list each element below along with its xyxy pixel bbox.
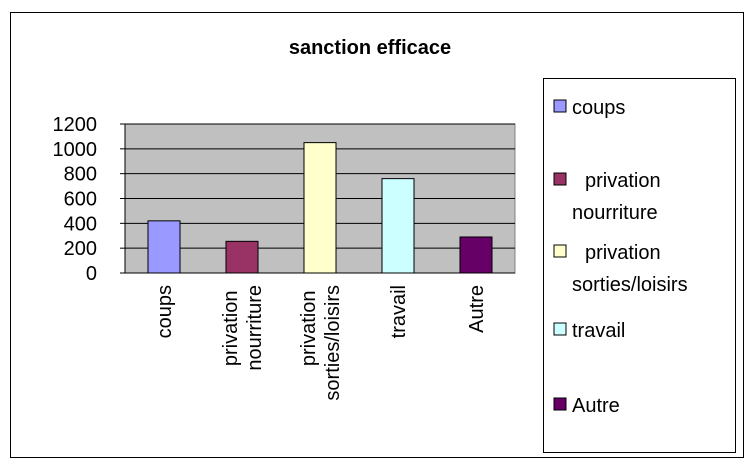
legend-label: privation sorties/loisirs bbox=[572, 242, 688, 296]
x-tick-label: coups bbox=[154, 285, 176, 338]
legend-swatch bbox=[553, 244, 567, 258]
x-tick-label: travail bbox=[388, 285, 410, 338]
y-tick-label: 200 bbox=[64, 238, 97, 260]
legend-label: travail bbox=[572, 320, 625, 342]
y-tick-label: 1200 bbox=[53, 114, 98, 136]
legend-label: coups bbox=[572, 97, 625, 119]
bar bbox=[459, 236, 493, 274]
x-tick-label: privation nourriture bbox=[220, 285, 266, 371]
y-tick-label: 0 bbox=[86, 263, 97, 285]
y-tick-label: 800 bbox=[64, 164, 97, 186]
chart-title: sanction efficace bbox=[289, 37, 451, 59]
x-tick-label: privation sorties/loisirs bbox=[298, 285, 344, 401]
y-tick-label: 600 bbox=[64, 189, 97, 211]
legend-box bbox=[543, 78, 736, 453]
bar bbox=[147, 220, 181, 274]
legend-swatch bbox=[553, 99, 567, 113]
y-tick-label: 1000 bbox=[53, 139, 98, 161]
bar bbox=[225, 240, 259, 274]
legend-swatch bbox=[553, 397, 567, 411]
y-tick-label: 400 bbox=[64, 213, 97, 235]
legend-swatch bbox=[553, 172, 567, 186]
bar bbox=[381, 178, 415, 274]
x-tick-label: Autre bbox=[466, 285, 488, 333]
legend-swatch bbox=[553, 322, 567, 336]
legend-label: privation nourriture bbox=[572, 170, 666, 224]
legend-label: Autre bbox=[572, 395, 620, 417]
bar bbox=[303, 142, 337, 274]
